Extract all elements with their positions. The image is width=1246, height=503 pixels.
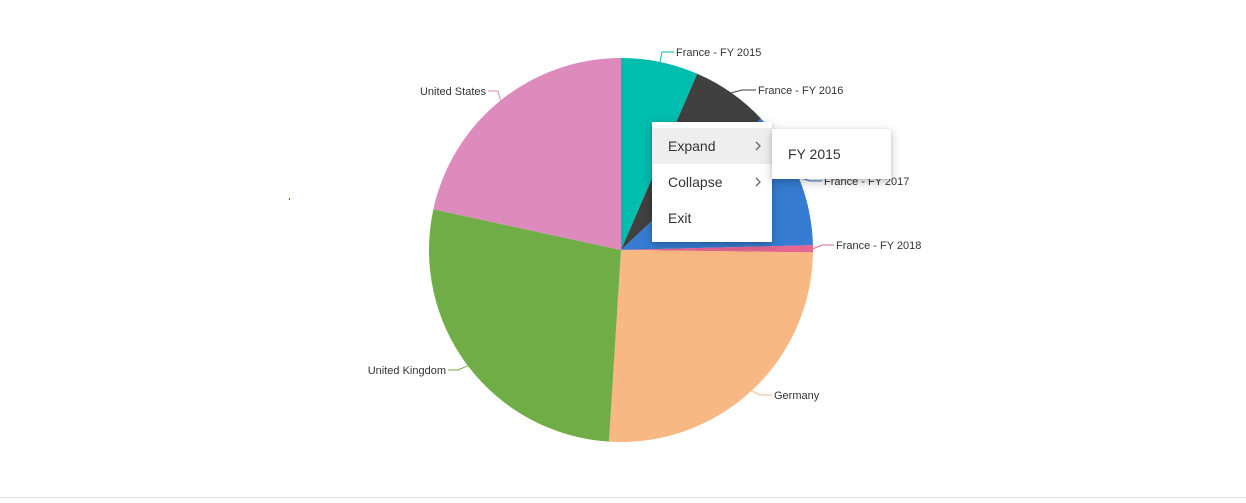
- pie-slice-united-kingdom[interactable]: [428, 209, 621, 442]
- label-connector: [448, 365, 468, 371]
- menu-item-exit[interactable]: Exit: [652, 200, 772, 236]
- slice-label: France - FY 2015: [676, 47, 761, 59]
- label-connector: [812, 244, 834, 250]
- submenu-item-fy2015[interactable]: FY 2015: [772, 129, 891, 179]
- slice-label: Germany: [774, 390, 820, 402]
- menu-item-label: Collapse: [668, 174, 723, 190]
- slice-label: France - FY 2018: [836, 240, 921, 252]
- pie-slice-germany[interactable]: [608, 250, 813, 442]
- submenu-item-label: FY 2015: [788, 146, 841, 162]
- menu-item-label: Expand: [668, 138, 716, 154]
- labels-layer: France - FY 2015 France - FY 2016 France -…: [368, 47, 922, 402]
- label-connector: [659, 51, 674, 63]
- menu-item-label: Exit: [668, 210, 692, 226]
- label-connector: [731, 89, 756, 94]
- label-connector: [751, 390, 772, 396]
- slice-label: United States: [420, 86, 487, 98]
- menu-item-expand[interactable]: Expand: [652, 128, 772, 164]
- slice-label: France - FY 2017: [824, 176, 909, 188]
- pie-slice-france-fy-2018[interactable]: [621, 245, 813, 253]
- context-menu: Expand Collapse Exit: [652, 122, 772, 242]
- stray-marker: [289, 198, 290, 200]
- pie-slice-united-states[interactable]: [433, 58, 621, 250]
- chevron-right-icon: [755, 177, 761, 187]
- chevron-right-icon: [755, 141, 761, 151]
- slices-layer: [428, 58, 813, 442]
- menu-item-collapse[interactable]: Collapse: [652, 164, 772, 200]
- slice-label: France - FY 2016: [758, 85, 843, 97]
- slice-label: United Kingdom: [368, 365, 446, 377]
- expand-submenu: FY 2015: [772, 129, 891, 179]
- label-connector: [488, 90, 501, 101]
- bottom-divider: [0, 497, 1246, 498]
